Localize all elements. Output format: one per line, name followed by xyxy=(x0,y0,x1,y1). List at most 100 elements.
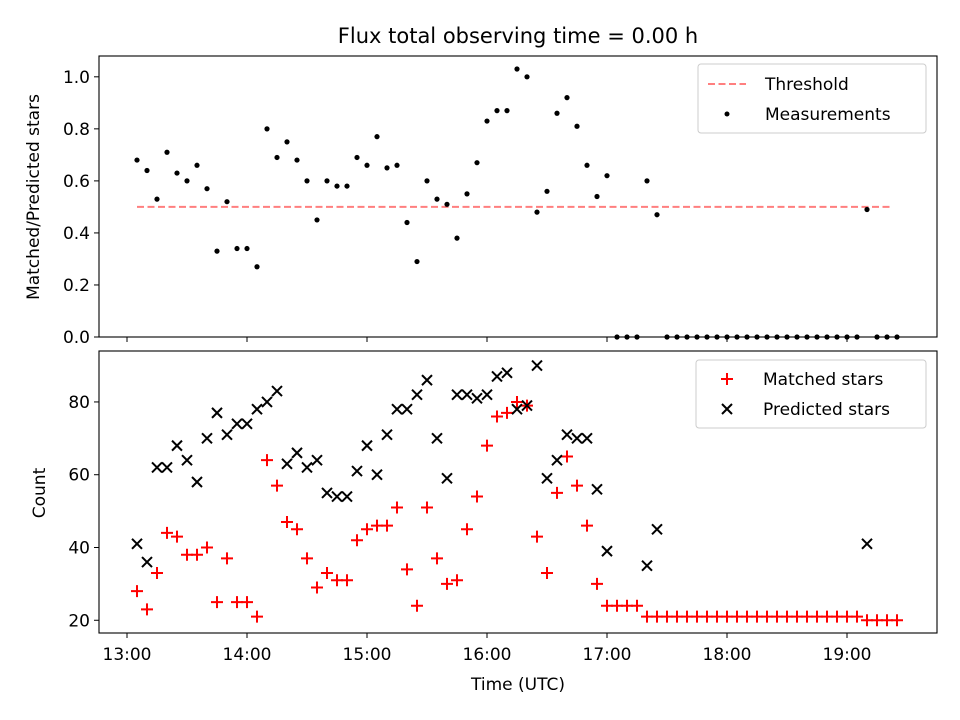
predicted-star-point xyxy=(501,367,513,379)
matched-star-point xyxy=(531,530,543,543)
matched-star-point xyxy=(421,501,433,514)
measurement-point xyxy=(574,123,580,129)
measurement-point xyxy=(484,118,490,124)
measurement-point xyxy=(284,139,290,145)
matched-star-point xyxy=(141,603,153,616)
predicted-star-point xyxy=(451,388,463,401)
measurement-point xyxy=(474,160,480,166)
measurement-point xyxy=(384,165,390,171)
measurement-point xyxy=(564,95,570,101)
x-axis-label: Time (UTC) xyxy=(470,675,565,695)
ratio-legend: Threshold Measurements xyxy=(697,63,927,134)
measurement-point xyxy=(494,108,500,114)
measurement-point xyxy=(304,178,310,184)
measurement-point xyxy=(214,248,220,254)
matched-star-point xyxy=(511,395,523,408)
matched-star-point xyxy=(301,552,313,565)
ratio-y-axis-label: Matched/Predicted stars xyxy=(24,94,44,300)
ratio-y-tick-label: 0.2 xyxy=(63,276,90,296)
matched-star-point xyxy=(541,566,553,579)
count-y-ticks: 20 40 60 80 xyxy=(68,393,99,631)
matched-star-point xyxy=(351,534,363,547)
matched-star-point xyxy=(291,523,303,536)
predicted-star-point xyxy=(301,461,313,474)
matched-star-point xyxy=(151,566,163,579)
matched-star-point xyxy=(451,574,463,587)
ratio-y-tick-label: 1.0 xyxy=(63,68,90,88)
predicted-star-point xyxy=(391,403,403,415)
matched-star-point xyxy=(251,610,263,623)
predicted-star-point xyxy=(201,432,213,445)
measurement-point xyxy=(424,178,430,184)
measurement-point xyxy=(534,209,540,215)
predicted-star-point xyxy=(421,374,433,386)
matched-star-point xyxy=(491,410,503,423)
matched-star-point xyxy=(241,596,253,609)
measurement-point xyxy=(584,162,590,168)
predicted-star-point xyxy=(161,461,173,474)
measurement-point xyxy=(164,149,170,155)
predicted-star-point xyxy=(141,556,153,568)
measurement-point xyxy=(354,154,360,161)
predicted-star-point xyxy=(861,538,873,550)
matched-star-point xyxy=(561,450,573,463)
measurement-point xyxy=(254,264,260,270)
matched-star-point xyxy=(161,526,173,539)
matched-star-point xyxy=(341,574,353,587)
ratio-x-ticks xyxy=(126,337,848,342)
ratio-y-ticks: 0.0 0.2 0.4 0.6 0.8 1.0 xyxy=(63,68,99,348)
ratio-y-tick-label: 0.6 xyxy=(63,172,90,192)
predicted-star-point xyxy=(181,454,193,466)
measurements-legend-label: Measurements xyxy=(765,105,891,125)
count-legend: Matched stars Predicted stars xyxy=(695,359,927,429)
count-y-tick-label: 80 xyxy=(68,393,90,413)
matched-star-point xyxy=(461,523,473,536)
predicted-star-point xyxy=(281,458,293,470)
matched-star-point xyxy=(281,516,293,529)
matched-star-point xyxy=(471,490,483,503)
predicted-star-point xyxy=(431,432,443,445)
matched-star-point xyxy=(551,486,563,499)
count-x-tick-label: 18:00 xyxy=(703,645,752,665)
ratio-y-tick-label: 0.4 xyxy=(63,224,90,244)
measurement-point xyxy=(654,212,660,218)
measurement-point xyxy=(334,183,340,189)
count-x-tick-label: 19:00 xyxy=(823,645,872,665)
predicted-star-point xyxy=(571,432,583,445)
matched-star-point xyxy=(381,519,393,532)
predicted-star-point xyxy=(441,472,453,485)
predicted-star-point xyxy=(491,370,503,383)
matched-star-point xyxy=(851,610,863,623)
measurement-point xyxy=(444,201,450,207)
predicted-star-point xyxy=(271,385,283,397)
predicted-star-point xyxy=(231,418,243,430)
matched-star-point xyxy=(631,599,643,612)
measurement-point xyxy=(864,206,870,213)
measurement-point xyxy=(504,108,510,114)
measurement-point xyxy=(374,134,380,140)
matched-star-point xyxy=(481,439,493,452)
predicted-star-point xyxy=(401,403,413,415)
matched-star-point xyxy=(591,577,603,590)
predicted-legend-label: Predicted stars xyxy=(763,400,890,420)
predicted-star-point xyxy=(331,490,343,503)
count-y-tick-label: 20 xyxy=(68,611,90,631)
measurements-legend-swatch xyxy=(724,111,730,117)
measurement-point xyxy=(244,245,250,252)
measurement-point xyxy=(554,110,560,116)
measurement-point xyxy=(414,258,420,265)
predicted-star-point xyxy=(151,461,163,474)
matched-star-point xyxy=(411,599,423,612)
predicted-star-point xyxy=(561,428,573,441)
predicted-star-point xyxy=(131,538,143,550)
predicted-star-point xyxy=(521,399,533,412)
matched-star-point xyxy=(201,541,213,554)
count-x-ticks: 13:00 14:00 15:00 16:00 17:00 18:00 19:00 xyxy=(103,633,872,665)
predicted-star-point xyxy=(221,428,233,441)
measurement-point xyxy=(324,178,330,184)
predicted-star-point xyxy=(211,407,223,419)
matched-legend-label: Matched stars xyxy=(763,370,883,390)
predicted-star-point xyxy=(551,454,563,466)
count-y-tick-label: 60 xyxy=(68,466,90,486)
